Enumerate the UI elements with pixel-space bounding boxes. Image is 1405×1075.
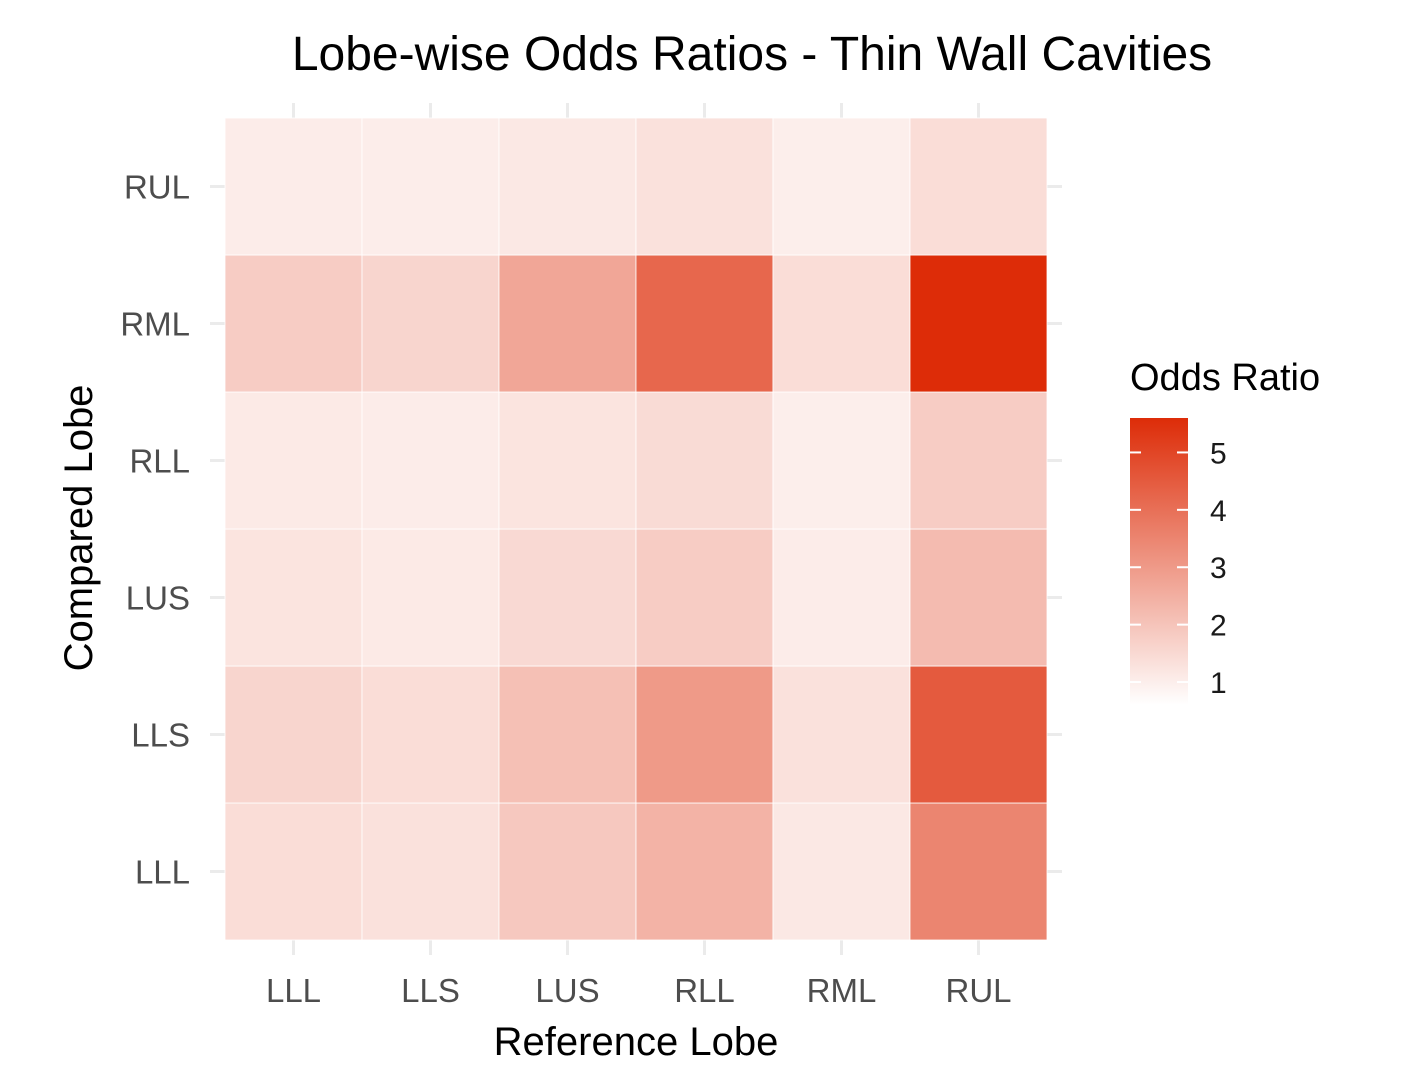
heatmap-cell: [909, 254, 1048, 393]
heatmap-cell: [361, 117, 500, 256]
x-tick-label: RML: [807, 972, 877, 1009]
heatmap-cell: [635, 254, 774, 393]
heatmap-cell: [909, 117, 1048, 256]
heatmap-cell: [498, 528, 637, 667]
chart-title: Lobe-wise Odds Ratios - Thin Wall Caviti…: [292, 28, 1212, 81]
heatmap-cell: [224, 665, 363, 804]
y-tick-label: RLL: [129, 443, 190, 480]
legend-color-bar: [1130, 418, 1188, 705]
x-tick-labels: LLL LLS LUS RLL RML RUL: [266, 972, 1012, 1009]
heatmap-cell: [772, 117, 911, 256]
legend-tick-label: 5: [1210, 437, 1227, 470]
x-axis-title: Reference Lobe: [494, 1020, 779, 1064]
heatmap-cell: [361, 391, 500, 530]
legend-ticks: 1 2 3 4 5: [1130, 437, 1227, 700]
heatmap-cell: [772, 802, 911, 941]
x-tick-label: LLS: [401, 972, 460, 1009]
heatmap-cell: [498, 254, 637, 393]
heatmap-cell: [224, 254, 363, 393]
heatmap-cell: [224, 391, 363, 530]
y-tick-labels: LLL LLS LUS RLL RML RUL: [120, 169, 190, 891]
heatmap-cell: [635, 665, 774, 804]
y-axis-title: Compared Lobe: [57, 385, 101, 672]
heatmap-cell: [772, 254, 911, 393]
x-tick-label: RLL: [674, 972, 735, 1009]
heatmap-cell: [224, 117, 363, 256]
heatmap-cell: [361, 802, 500, 941]
x-tick-label: LLL: [266, 972, 321, 1009]
heatmap-cell: [772, 665, 911, 804]
y-tick-label: RUL: [124, 169, 190, 206]
heatmap-cell: [909, 391, 1048, 530]
heatmap-cell: [772, 391, 911, 530]
legend-tick-label: 3: [1210, 552, 1227, 585]
heatmap-cell: [635, 528, 774, 667]
heatmap-cell: [635, 391, 774, 530]
heatmap-cell: [498, 117, 637, 256]
heatmap-cell: [909, 665, 1048, 804]
heatmap-cell: [635, 802, 774, 941]
legend-title: Odds Ratio: [1130, 357, 1320, 399]
heatmap-cell: [909, 528, 1048, 667]
heatmap-cell: [498, 665, 637, 804]
heatmap-cells: [224, 117, 1048, 941]
heatmap-cell: [498, 802, 637, 941]
heatmap-cell: [224, 802, 363, 941]
legend-tick-label: 1: [1210, 667, 1227, 700]
heatmap-cell: [772, 528, 911, 667]
heatmap-cell: [361, 528, 500, 667]
heatmap-cell: [909, 802, 1048, 941]
x-tick-label: LUS: [535, 972, 599, 1009]
legend-tick-label: 4: [1210, 495, 1227, 528]
y-tick-label: LLS: [131, 717, 190, 754]
legend-tick-label: 2: [1210, 610, 1227, 643]
legend: Odds Ratio 1 2 3 4 5: [1130, 357, 1320, 705]
y-tick-label: LLL: [135, 854, 190, 891]
heatmap-cell: [361, 665, 500, 804]
heatmap-cell: [361, 254, 500, 393]
y-tick-label: RML: [120, 306, 190, 343]
x-tick-label: RUL: [945, 972, 1011, 1009]
heatmap-cell: [224, 528, 363, 667]
y-tick-label: LUS: [126, 580, 190, 617]
heatmap-cell: [635, 117, 774, 256]
heatmap-cell: [498, 391, 637, 530]
